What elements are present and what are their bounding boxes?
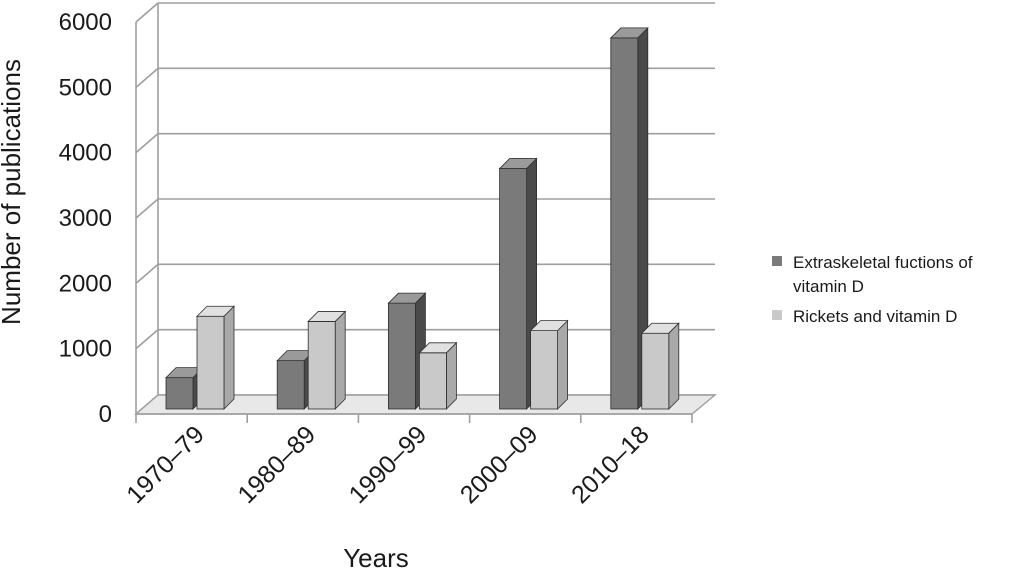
x-tick-label: 2000–09: [455, 420, 544, 509]
bar-front: [530, 330, 558, 410]
gridline-side: [135, 133, 159, 154]
bar: [387, 292, 427, 410]
bars: [165, 26, 680, 410]
bar: [307, 310, 347, 410]
legend-swatch-series-2: [772, 310, 782, 320]
bar-front: [276, 360, 305, 410]
bar: [640, 322, 680, 410]
legend: Extraskeletal fuctions of vitamin D Rick…: [772, 253, 973, 326]
bar-side: [668, 322, 680, 410]
bar-top: [196, 305, 235, 317]
bar-front: [307, 321, 336, 410]
y-tick-label: 0: [99, 401, 112, 428]
bar-side: [445, 341, 457, 410]
gridline-side: [135, 67, 159, 88]
y-axis-title: Number of publications: [0, 59, 26, 325]
bar-front: [499, 168, 528, 410]
gridline-side: [135, 2, 159, 23]
bar-top: [640, 322, 680, 334]
bar: [609, 26, 649, 410]
bar: [196, 305, 235, 410]
x-tick-label: 1990–99: [344, 420, 433, 509]
bar: [529, 319, 569, 410]
x-tick-label: 2010–18: [566, 420, 655, 509]
grid: [135, 2, 715, 415]
bar-front: [165, 377, 194, 410]
x-axis-title: Years: [343, 543, 409, 569]
bar-front: [387, 302, 416, 410]
bar-front: [641, 332, 670, 410]
legend-label-series-2: Rickets and vitamin D: [793, 307, 957, 326]
bar-top: [609, 27, 649, 39]
gridline-side: [135, 263, 159, 284]
bar-front: [196, 315, 225, 410]
bar-front: [418, 352, 447, 410]
bar-side: [557, 319, 568, 410]
bar-top: [529, 320, 569, 332]
legend-swatch-series-1: [772, 256, 782, 266]
bar-front: [610, 37, 639, 410]
bar: [418, 341, 458, 410]
bar-top: [418, 342, 458, 354]
legend-label-series-1-line-2: vitamin D: [793, 277, 864, 296]
y-tick-label: 1000: [59, 336, 112, 363]
y-tick-label: 5000: [59, 74, 112, 101]
gridline-side: [135, 329, 159, 350]
x-axis-ticks: 1970–79 1980–89 1990–99 2000–09 2010–18: [121, 414, 693, 509]
legend-label-series-1-line-1: Extraskeletal fuctions of: [793, 253, 973, 272]
x-tick-label: 1970–79: [121, 420, 210, 509]
gridline-side: [135, 198, 159, 219]
bar-top: [387, 292, 427, 304]
bar-side: [334, 310, 346, 410]
y-tick-label: 6000: [59, 9, 112, 36]
y-tick-label: 4000: [59, 140, 112, 167]
bar: [498, 157, 538, 410]
y-tick-label: 3000: [59, 205, 112, 232]
y-tick-label: 2000: [59, 270, 112, 297]
y-axis-ticks: 0 1000 2000 3000 4000 5000 6000: [59, 9, 112, 428]
bar-side: [223, 305, 235, 410]
bar-top: [307, 311, 347, 322]
bar-top: [498, 158, 538, 169]
x-tick-label: 1980–89: [232, 420, 321, 509]
